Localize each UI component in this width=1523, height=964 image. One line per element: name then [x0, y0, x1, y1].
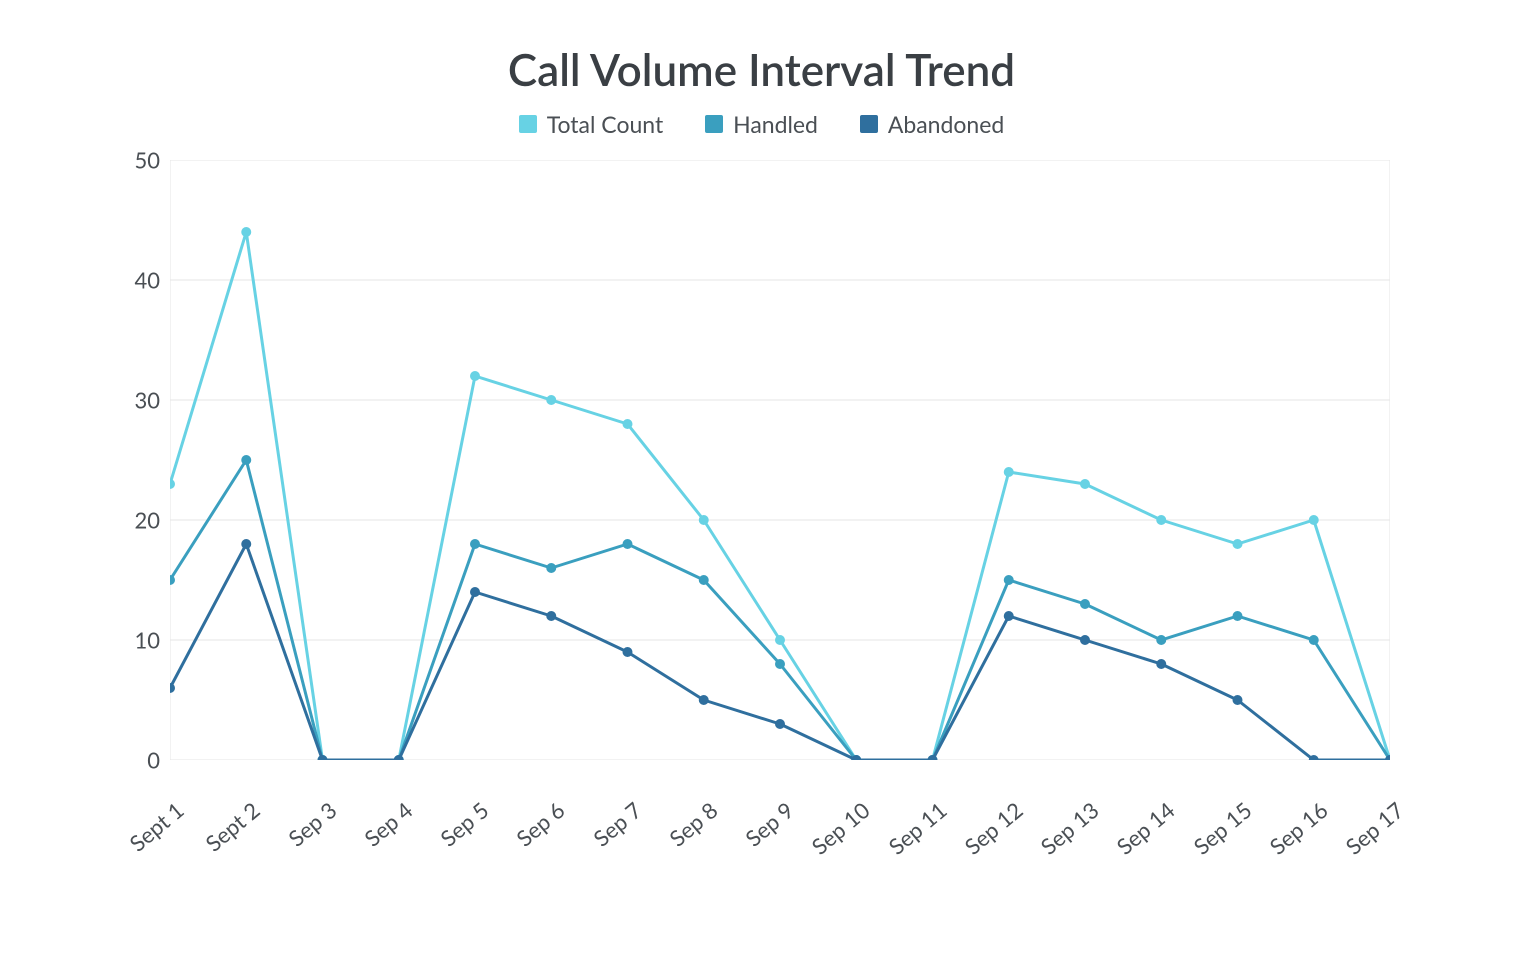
y-tick-label: 0 [100, 747, 160, 774]
data-point [1004, 467, 1014, 477]
data-point [170, 683, 175, 693]
data-point [1233, 539, 1243, 549]
data-point [1080, 599, 1090, 609]
data-point [470, 539, 480, 549]
data-point [699, 695, 709, 705]
x-tick-label: Sep 8 [651, 796, 722, 862]
x-tick-label: Sept 2 [194, 796, 265, 862]
data-point [699, 515, 709, 525]
data-point [775, 659, 785, 669]
x-tick-label: Sep 12 [956, 796, 1027, 862]
legend-label: Abandoned [888, 110, 1004, 138]
data-point [1004, 611, 1014, 621]
data-point [1156, 515, 1166, 525]
data-point [241, 539, 251, 549]
data-point [241, 227, 251, 237]
x-tick-label: Sep 9 [728, 796, 799, 862]
x-tick-label: Sep 6 [499, 796, 570, 862]
x-tick-label: Sep 13 [1033, 796, 1104, 862]
chart-svg [170, 160, 1390, 760]
x-tick-label: Sep 10 [804, 796, 875, 862]
data-point [1309, 635, 1319, 645]
data-point [170, 479, 175, 489]
y-tick-label: 50 [100, 147, 160, 174]
x-tick-label: Sep 16 [1261, 796, 1332, 862]
chart-title: Call Volume Interval Trend [0, 44, 1523, 96]
x-tick-label: Sep 17 [1338, 796, 1409, 862]
x-tick-label: Sep 5 [423, 796, 494, 862]
x-tick-label: Sep 4 [346, 796, 417, 862]
data-point [1080, 635, 1090, 645]
legend-label: Total Count [547, 110, 664, 138]
data-point [546, 611, 556, 621]
data-point [470, 587, 480, 597]
data-point [1156, 659, 1166, 669]
data-point [623, 539, 633, 549]
legend-swatch [860, 115, 878, 133]
data-point [470, 371, 480, 381]
x-tick-label: Sep 15 [1185, 796, 1256, 862]
chart-container: Call Volume Interval Trend Total Count H… [0, 0, 1523, 964]
series-line [170, 232, 1390, 760]
legend-label: Handled [733, 110, 818, 138]
y-tick-label: 30 [100, 387, 160, 414]
data-point [623, 419, 633, 429]
y-tick-label: 10 [100, 627, 160, 654]
x-tick-label: Sep 11 [880, 796, 951, 862]
data-point [775, 719, 785, 729]
legend-swatch [705, 115, 723, 133]
legend-item: Handled [705, 110, 818, 138]
legend-item: Abandoned [860, 110, 1004, 138]
data-point [170, 575, 175, 585]
x-axis-labels: Sept 1Sept 2Sep 3Sep 4Sep 5Sep 6Sep 7Sep… [170, 775, 1390, 865]
x-tick-label: Sep 3 [270, 796, 341, 862]
x-tick-label: Sep 7 [575, 796, 646, 862]
x-tick-label: Sept 1 [118, 796, 189, 862]
data-point [699, 575, 709, 585]
data-point [1233, 695, 1243, 705]
data-point [241, 455, 251, 465]
series-line [170, 460, 1390, 760]
data-point [1156, 635, 1166, 645]
y-tick-label: 20 [100, 507, 160, 534]
data-point [546, 563, 556, 573]
data-point [1004, 575, 1014, 585]
data-point [1233, 611, 1243, 621]
data-point [775, 635, 785, 645]
legend-swatch [519, 115, 537, 133]
chart-legend: Total Count Handled Abandoned [0, 110, 1523, 138]
plot-area [170, 160, 1390, 760]
data-point [546, 395, 556, 405]
legend-item: Total Count [519, 110, 664, 138]
x-tick-label: Sep 14 [1109, 796, 1180, 862]
data-point [318, 755, 328, 760]
y-tick-label: 40 [100, 267, 160, 294]
data-point [623, 647, 633, 657]
data-point [1080, 479, 1090, 489]
data-point [1309, 515, 1319, 525]
